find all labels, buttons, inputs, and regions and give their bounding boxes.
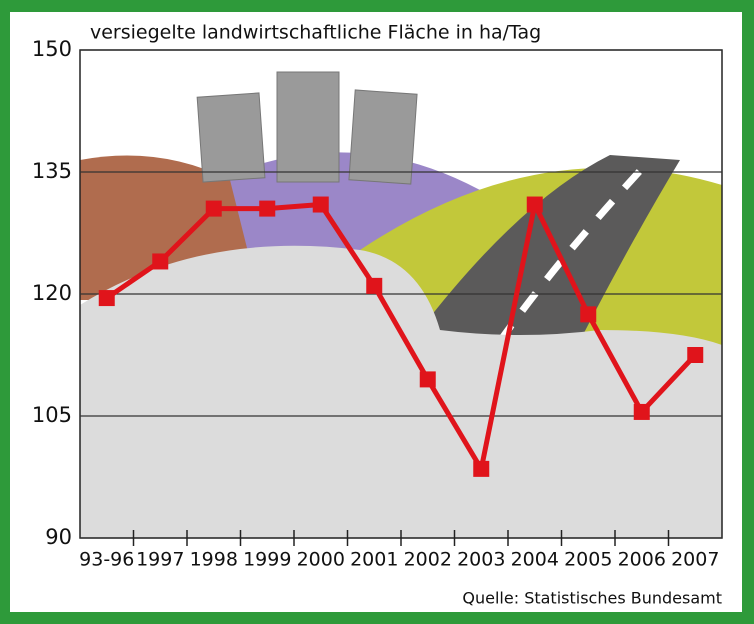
x-tick-label: 2005 <box>564 549 612 571</box>
y-tick-label: 105 <box>32 403 72 427</box>
x-tick-label: 93-96 <box>79 549 134 571</box>
marker <box>366 278 382 294</box>
x-tick-label: 1997 <box>136 549 184 571</box>
y-axis-label: versiegelte landwirtschaftliche Fläche i… <box>90 22 541 44</box>
marker <box>420 371 436 387</box>
marker <box>687 347 703 363</box>
y-tick-label: 135 <box>32 159 72 183</box>
x-tick-label: 2002 <box>404 549 452 571</box>
marker <box>259 201 275 217</box>
marker <box>206 201 222 217</box>
source: Quelle: Statistisches Bundesamt <box>462 589 722 608</box>
marker <box>634 404 650 420</box>
marker <box>527 197 543 213</box>
marker <box>580 306 596 322</box>
x-tick-label: 2006 <box>618 549 666 571</box>
x-tick-label: 2001 <box>350 549 398 571</box>
y-tick-label: 150 <box>32 37 72 61</box>
chart: versiegelte landwirtschaftliche Fläche i… <box>0 0 754 624</box>
marker <box>152 253 168 269</box>
x-tick-label: 1998 <box>190 549 238 571</box>
x-tick-label: 2000 <box>297 549 345 571</box>
marker <box>313 197 329 213</box>
y-tick-label: 90 <box>45 525 72 549</box>
marker <box>473 461 489 477</box>
x-tick-label: 2004 <box>511 549 559 571</box>
x-tick-label: 2003 <box>457 549 505 571</box>
y-tick-label: 120 <box>32 281 72 305</box>
page: versiegelte landwirtschaftliche Fläche i… <box>0 0 754 624</box>
x-tick-label: 1999 <box>243 549 291 571</box>
x-tick-label: 2007 <box>671 549 719 571</box>
marker <box>99 290 115 306</box>
